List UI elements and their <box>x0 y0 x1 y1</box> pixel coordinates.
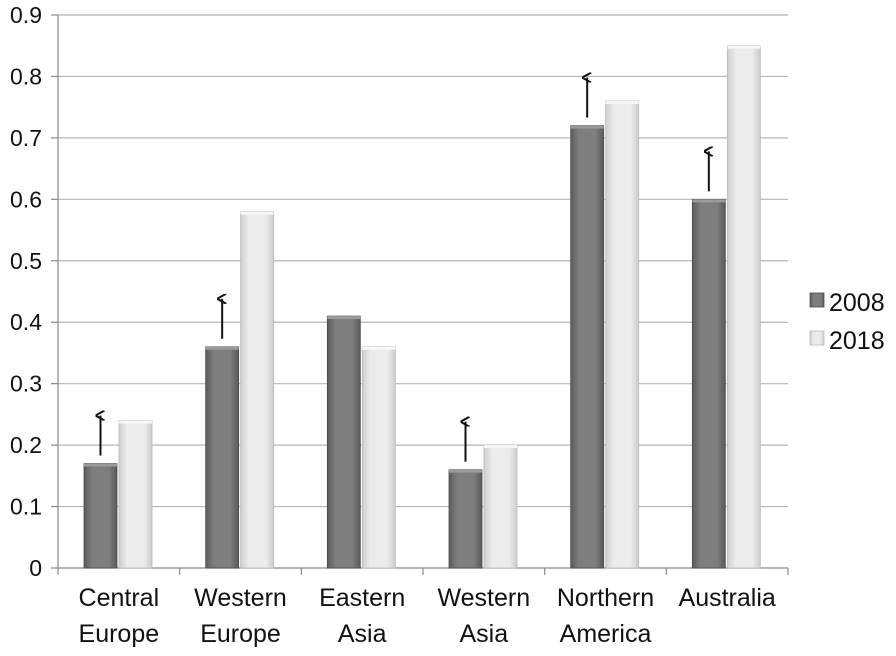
legend: 2008 2018 <box>809 289 885 355</box>
y-tick-label: 0.1 <box>10 494 42 520</box>
y-tick-label: 0 <box>29 555 42 581</box>
bar-2008 <box>570 125 605 569</box>
bar-2008 <box>83 463 118 569</box>
x-category-label: Central <box>79 584 160 612</box>
bar-2018 <box>361 346 396 569</box>
legend-label-2018: 2018 <box>829 327 885 355</box>
x-category-label: Europe <box>200 620 281 648</box>
bar-2018 <box>118 420 153 569</box>
x-category-label: Western <box>438 584 531 612</box>
bar-top-bevel <box>692 199 726 203</box>
bar-top-bevel <box>727 45 761 49</box>
bar-2008 <box>691 198 726 569</box>
bar-2018 <box>240 211 275 569</box>
x-category-label: Europe <box>79 620 160 648</box>
bar-top-bevel <box>605 101 639 105</box>
bar-top-bevel <box>484 445 517 449</box>
bar-2018 <box>605 100 640 569</box>
y-tick-label: 0.7 <box>10 125 42 151</box>
bar-2018 <box>483 444 518 569</box>
x-category-label: America <box>560 620 652 648</box>
bar-2008 <box>326 315 361 569</box>
bar-top-bevel <box>362 346 396 350</box>
legend-swatch-2008 <box>809 292 825 308</box>
y-tick-label: 0.3 <box>10 371 42 397</box>
bar-top-bevel <box>84 463 117 467</box>
x-category-label: Asia <box>338 620 387 648</box>
x-category-label: Asia <box>460 620 509 648</box>
x-axis-category-labels: Central Europe Western Europe Eastern Asia Wes… <box>79 584 776 648</box>
x-category-label: Eastern <box>319 584 405 612</box>
trend-arrows <box>101 78 709 462</box>
axes <box>51 14 789 575</box>
gridlines <box>58 14 788 508</box>
bar-top-bevel <box>205 346 239 350</box>
bar-top-bevel <box>449 469 482 473</box>
x-category-label: Australia <box>679 584 776 612</box>
bar-2018 <box>726 45 761 569</box>
legend-swatch-2018 <box>809 330 825 346</box>
y-axis-tick-labels: 0 0.1 0.2 0.3 0.4 0.5 0.6 0.7 0.8 0.9 <box>10 2 42 581</box>
bars <box>83 45 761 569</box>
x-category-label: Western <box>194 584 287 612</box>
bar-top-bevel <box>240 211 274 215</box>
y-tick-label: 0.8 <box>10 63 42 89</box>
y-tick-label: 0.2 <box>10 432 42 458</box>
bar-top-bevel <box>119 420 152 424</box>
bar-2008 <box>448 469 483 569</box>
y-tick-label: 0.6 <box>10 186 42 212</box>
bar-2008 <box>205 346 240 569</box>
legend-label-2008: 2008 <box>829 289 885 317</box>
bar-top-bevel <box>570 125 604 129</box>
y-tick-label: 0.5 <box>10 248 42 274</box>
y-tick-label: 0.4 <box>10 309 42 335</box>
y-tick-label: 0.9 <box>10 2 42 28</box>
bar-top-bevel <box>327 316 361 320</box>
x-category-label: Northern <box>557 584 654 612</box>
